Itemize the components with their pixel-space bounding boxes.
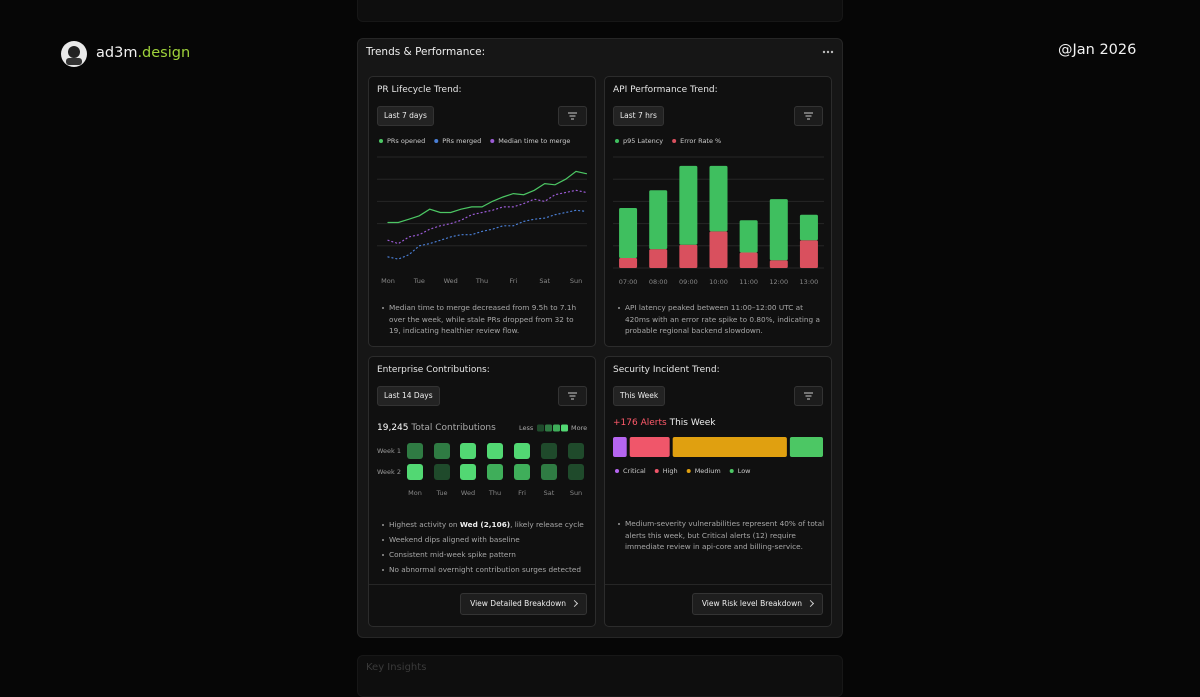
- card: PR Lifecycle Trend: Last 7 days Median t…: [368, 76, 596, 347]
- next-section-title: Key Insights: [366, 662, 427, 673]
- next-section: Key Insights: [357, 655, 843, 697]
- card: API Performance Trend: Last 7 hrs API la…: [604, 76, 832, 347]
- notes: Medium-severity vulnerabilities represen…: [617, 518, 825, 553]
- divider: [605, 584, 831, 585]
- total-label: Total Contributions: [411, 423, 496, 433]
- card-title: Enterprise Contributions:: [377, 365, 490, 375]
- alerts-period: This Week: [669, 418, 716, 428]
- note: Weekend dips aligned with baseline: [381, 534, 591, 546]
- previous-section: [357, 0, 843, 22]
- notes: Median time to merge decreased from 9.5h…: [381, 302, 586, 337]
- note-highlight: Wed (2,106): [459, 520, 511, 529]
- note: Medium-severity vulnerabilities represen…: [617, 518, 825, 553]
- avatar: [61, 41, 87, 67]
- breakdown-button[interactable]: View Risk level Breakdown: [691, 593, 823, 615]
- note: No abnormal overnight contribution surge…: [381, 564, 591, 576]
- alerts: +176 Alerts This Week: [613, 418, 716, 428]
- filter-button[interactable]: [558, 386, 587, 406]
- date: @Jan 2026: [1058, 42, 1137, 58]
- brand-name: ad3m: [96, 45, 138, 61]
- total-value: 19,245: [377, 423, 409, 433]
- note: Consistent mid-week spike pattern: [381, 549, 591, 561]
- alerts-count: +176 Alerts: [613, 418, 667, 428]
- range-filter[interactable]: Last 7 hrs: [613, 106, 664, 126]
- filter-button[interactable]: [794, 386, 823, 406]
- page: Key Insights ad3m.design @Jan 2026 Trend…: [0, 0, 1200, 675]
- note: Highest activity on Wed (2,106), likely …: [381, 519, 591, 531]
- total: 19,245 Total Contributions: [377, 423, 496, 433]
- card-title: PR Lifecycle Trend:: [377, 85, 462, 95]
- note: API latency peaked between 11:00–12:00 U…: [617, 302, 822, 337]
- brand-suffix: .design: [137, 45, 191, 61]
- card-title: API Performance Trend:: [613, 85, 718, 95]
- filter-button[interactable]: [558, 106, 587, 126]
- more-menu[interactable]: [822, 50, 834, 54]
- panel-title: Trends & Performance:: [366, 46, 486, 58]
- range-filter[interactable]: Last 14 Days: [377, 386, 440, 406]
- brand: ad3m.design: [96, 45, 190, 61]
- card: Enterprise Contributions: Last 14 Days 1…: [368, 356, 596, 627]
- breakdown-button[interactable]: View Detailed Breakdown: [460, 593, 587, 615]
- range-filter[interactable]: This Week: [613, 386, 666, 406]
- card: Security Incident Trend: This Week +176 …: [604, 356, 832, 627]
- card-title: Security Incident Trend:: [613, 365, 720, 375]
- range-filter[interactable]: Last 7 days: [377, 106, 434, 126]
- notes: Highest activity on Wed (2,106), likely …: [381, 519, 591, 576]
- note-text: Highest activity on: [389, 520, 460, 529]
- note-text: , likely release cycle: [510, 520, 584, 529]
- note: Median time to merge decreased from 9.5h…: [381, 302, 586, 337]
- notes: API latency peaked between 11:00–12:00 U…: [617, 302, 822, 337]
- filter-button[interactable]: [794, 106, 823, 126]
- divider: [369, 584, 595, 585]
